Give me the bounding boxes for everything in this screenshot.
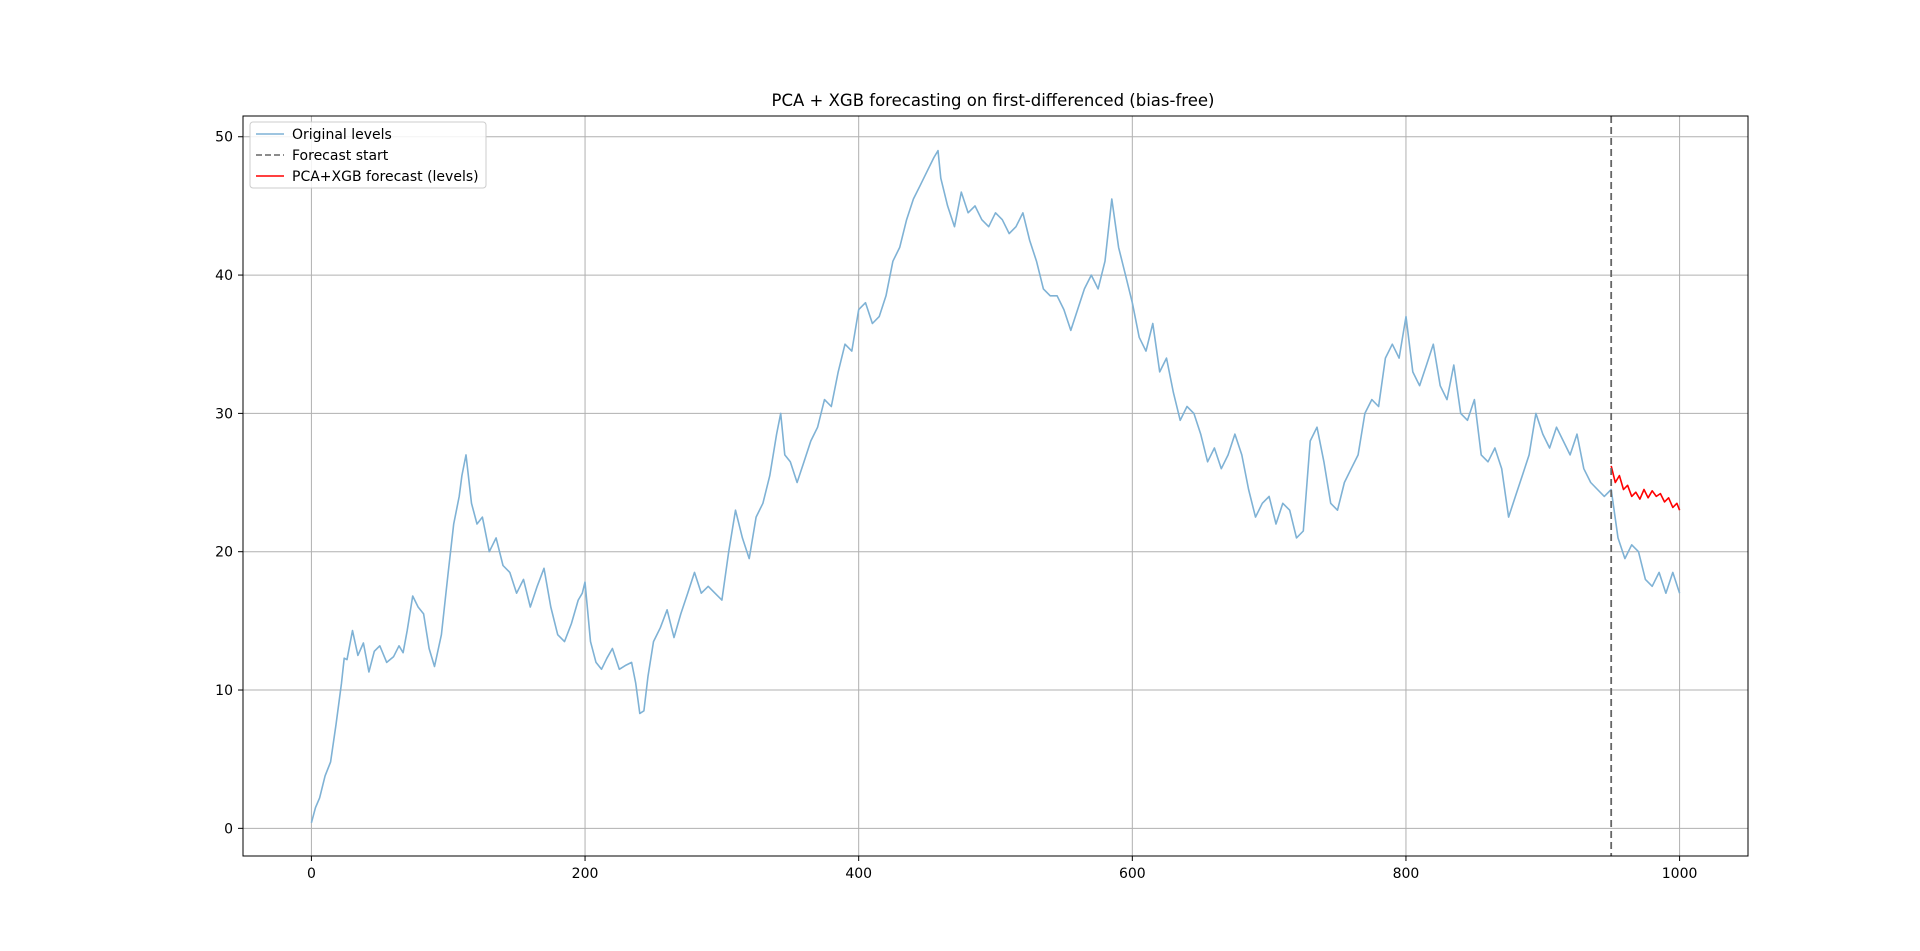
y-tick-label: 40 — [215, 268, 233, 284]
x-tick-label: 400 — [845, 866, 872, 882]
y-tick-label: 0 — [224, 821, 233, 837]
series-original-levels — [310, 149, 1681, 824]
legend-box — [249, 121, 487, 189]
x-tick-label: 1000 — [1662, 866, 1698, 882]
ticks: 0 200 400 600 800 1000 0 10 20 30 40 50 — [215, 130, 1697, 882]
axes-frame — [242, 115, 1749, 857]
grid — [243, 116, 1748, 856]
y-tick-label: 30 — [215, 406, 233, 422]
y-tick-label: 10 — [215, 683, 233, 699]
axes — [242, 115, 1749, 857]
series-forecast-levels — [1610, 465, 1681, 511]
x-tick-label: 800 — [1393, 866, 1420, 882]
legend-label-forecast-start: Forecast start — [292, 148, 389, 164]
y-tick-label: 20 — [215, 545, 233, 561]
x-tick-label: 600 — [1119, 866, 1146, 882]
legend: Original levels Forecast start PCA+XGB f… — [249, 121, 487, 189]
chart-title: PCA + XGB forecasting on first-differenc… — [772, 91, 1215, 110]
x-tick-label: 0 — [307, 866, 316, 882]
legend-label-forecast: PCA+XGB forecast (levels) — [292, 169, 479, 185]
legend-label-original: Original levels — [292, 127, 392, 143]
series-layer — [310, 116, 1681, 856]
y-tick-label: 50 — [215, 130, 233, 146]
x-tick-label: 200 — [572, 866, 599, 882]
